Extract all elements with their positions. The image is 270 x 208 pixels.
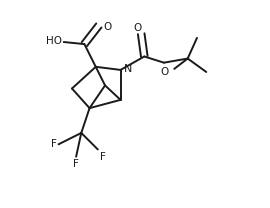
Text: F: F — [100, 151, 106, 162]
Text: O: O — [160, 67, 168, 77]
Text: F: F — [73, 159, 79, 169]
Text: O: O — [103, 21, 111, 32]
Text: F: F — [51, 139, 57, 149]
Text: HO: HO — [46, 36, 62, 46]
Text: N: N — [123, 64, 132, 74]
Text: O: O — [133, 23, 141, 33]
